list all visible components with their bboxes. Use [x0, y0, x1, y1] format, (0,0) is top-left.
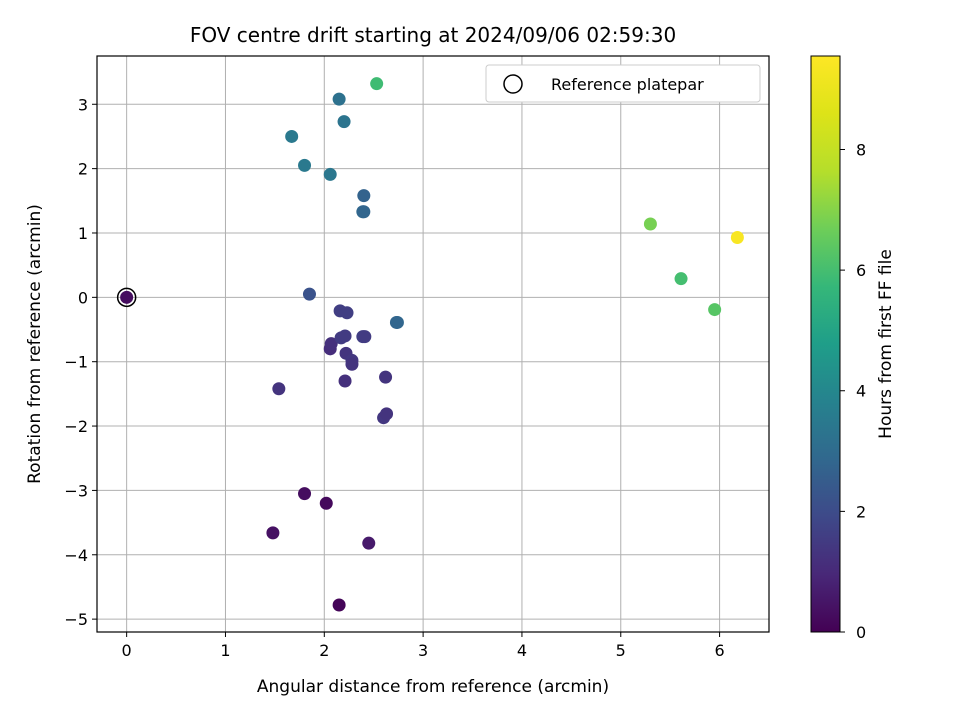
colorbar-tick-label: 8 — [856, 140, 866, 159]
data-point — [332, 92, 346, 106]
data-point — [298, 158, 312, 172]
chart-title: FOV centre drift starting at 2024/09/06 … — [190, 23, 676, 47]
grid-lines — [97, 56, 769, 632]
data-point — [345, 357, 359, 371]
x-axis-label: Angular distance from reference (arcmin) — [257, 677, 609, 697]
data-point — [389, 315, 403, 329]
data-point — [674, 272, 688, 286]
data-point — [332, 598, 346, 612]
y-tick-label: −5 — [64, 610, 88, 629]
data-points — [116, 77, 744, 612]
data-point — [298, 487, 312, 501]
data-point — [358, 330, 372, 344]
data-point — [357, 205, 371, 219]
data-point — [340, 306, 354, 320]
x-tick-label: 6 — [714, 641, 724, 660]
data-point — [285, 129, 299, 143]
y-axis-ticks: −5 −4 −3 −2 −1 0 1 2 3 — [64, 95, 97, 629]
colorbar-gradient — [810, 55, 841, 633]
reference-marker — [116, 287, 137, 308]
y-tick-label: −3 — [64, 481, 88, 500]
x-axis-ticks: 0 1 2 3 4 5 6 — [122, 632, 725, 660]
data-point — [370, 77, 384, 91]
data-point — [324, 337, 338, 351]
legend-box — [485, 64, 761, 103]
colorbar: 0 2 4 6 8 Hours from first FF file — [810, 55, 896, 642]
data-point — [266, 526, 280, 540]
data-point — [120, 290, 134, 304]
colorbar-tick-label: 0 — [856, 623, 866, 642]
data-point — [730, 230, 744, 244]
x-tick-label: 5 — [616, 641, 626, 660]
x-tick-label: 2 — [319, 641, 329, 660]
data-point — [379, 370, 393, 384]
y-tick-label: −2 — [64, 417, 88, 436]
y-tick-label: 2 — [78, 160, 88, 179]
data-point — [357, 189, 371, 203]
plot-frame — [96, 55, 770, 633]
x-tick-label: 3 — [418, 641, 428, 660]
data-point — [302, 287, 316, 301]
data-point — [338, 374, 352, 388]
data-point — [319, 496, 333, 510]
data-point — [323, 167, 337, 181]
y-tick-label: 1 — [78, 224, 88, 243]
data-point — [380, 407, 394, 421]
x-tick-label: 1 — [220, 641, 230, 660]
data-point — [708, 303, 722, 317]
data-point — [272, 382, 286, 396]
colorbar-ticks: 0 2 4 6 8 — [840, 140, 866, 642]
y-tick-label: −1 — [64, 353, 88, 372]
y-tick-label: 0 — [78, 288, 88, 307]
data-point — [338, 329, 352, 343]
data-point — [362, 536, 376, 550]
legend: Reference platepar — [485, 64, 761, 103]
colorbar-label: Hours from first FF file — [876, 249, 896, 439]
y-axis-label: Rotation from reference (arcmin) — [25, 204, 45, 484]
colorbar-tick-label: 2 — [856, 502, 866, 521]
legend-label-reference: Reference platepar — [551, 75, 704, 94]
data-point — [337, 115, 351, 129]
colorbar-tick-label: 6 — [856, 261, 866, 280]
y-tick-label: −4 — [64, 546, 88, 565]
data-point — [643, 217, 657, 231]
x-tick-label: 0 — [122, 641, 132, 660]
y-tick-label: 3 — [78, 95, 88, 114]
x-tick-label: 4 — [517, 641, 527, 660]
legend-marker-reference — [503, 74, 523, 94]
colorbar-tick-label: 4 — [856, 382, 866, 401]
